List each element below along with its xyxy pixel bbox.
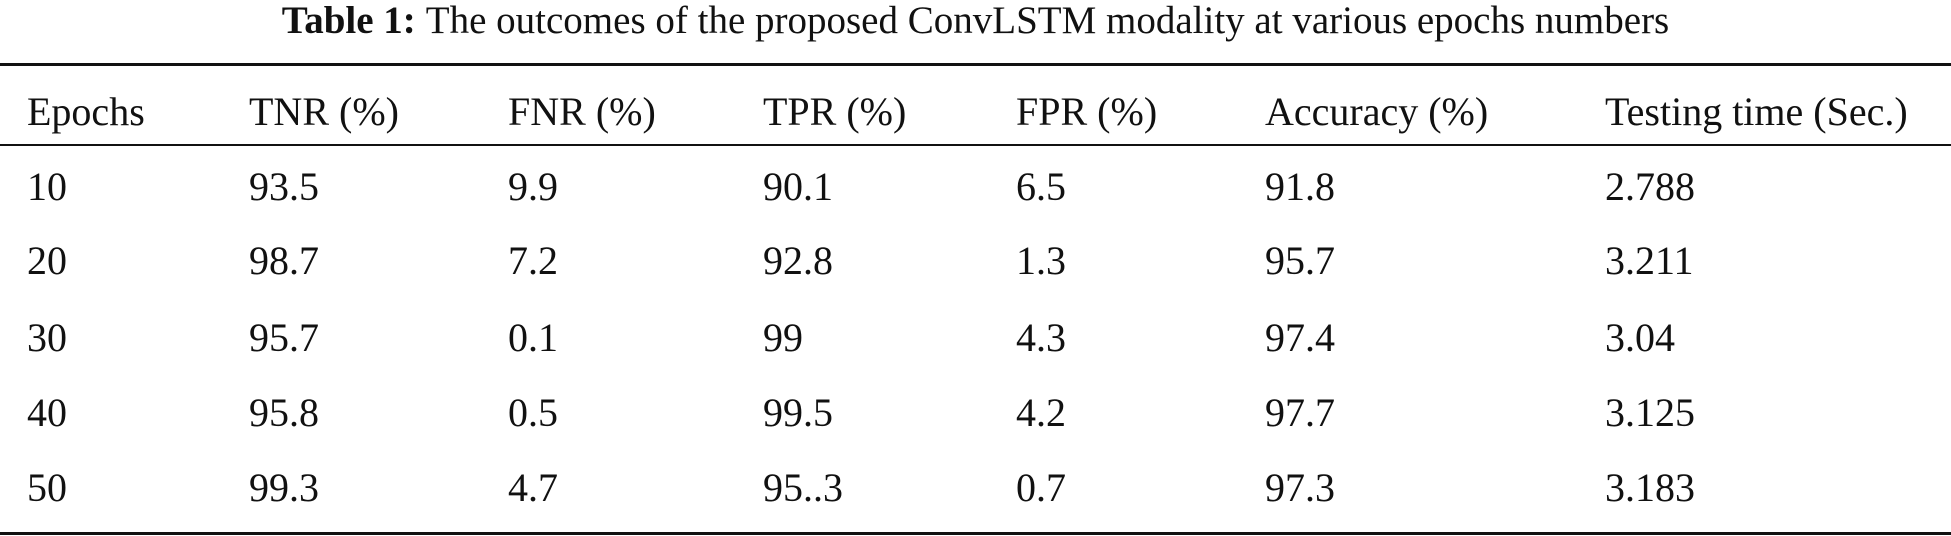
- caption-label: Table 1:: [281, 0, 416, 42]
- table-cell: 1.3: [1016, 238, 1066, 283]
- table-cell: 95.8: [249, 390, 319, 435]
- table-cell: 9.9: [508, 164, 558, 209]
- table-cell: 90.1: [763, 164, 833, 209]
- table-cell: 0.1: [508, 315, 558, 360]
- table-cell: 91.8: [1265, 164, 1335, 209]
- table-cell: 2.788: [1605, 164, 1695, 209]
- header-cell: Testing time (Sec.): [1605, 89, 1908, 134]
- table-cell: 4.2: [1016, 390, 1066, 435]
- table-cell: 93.5: [249, 164, 319, 209]
- table-cell: 98.7: [249, 238, 319, 283]
- header-rule: [0, 144, 1951, 146]
- bottom-rule: [0, 532, 1951, 535]
- table-caption: Table 1: The outcomes of the proposed Con…: [0, 0, 1951, 42]
- table-cell: 97.3: [1265, 465, 1335, 510]
- table-cell: 3.125: [1605, 390, 1695, 435]
- table-cell: 95.7: [249, 315, 319, 360]
- header-cell: Epochs: [27, 89, 145, 134]
- table-cell: 99: [763, 315, 803, 360]
- table-cell: 6.5: [1016, 164, 1066, 209]
- table-cell: 50: [27, 465, 67, 510]
- table-cell: 30: [27, 315, 67, 360]
- table-cell: 40: [27, 390, 67, 435]
- table-cell: 3.183: [1605, 465, 1695, 510]
- table-cell: 10: [27, 164, 67, 209]
- table-cell: 4.7: [508, 465, 558, 510]
- table-cell: 0.7: [1016, 465, 1066, 510]
- table-cell: 0.5: [508, 390, 558, 435]
- header-cell: TPR (%): [763, 89, 907, 134]
- table-cell: 4.3: [1016, 315, 1066, 360]
- table-cell: 3.211: [1605, 238, 1694, 283]
- table-cell: 97.7: [1265, 390, 1335, 435]
- table-cell: 97.4: [1265, 315, 1335, 360]
- table-cell: 95..3: [763, 465, 843, 510]
- table-cell: 99.3: [249, 465, 319, 510]
- table-cell: 99.5: [763, 390, 833, 435]
- table-cell: 92.8: [763, 238, 833, 283]
- caption-text: The outcomes of the proposed ConvLSTM mo…: [425, 0, 1670, 42]
- header-cell: TNR (%): [249, 89, 399, 134]
- header-cell: FNR (%): [508, 89, 656, 134]
- header-cell: FPR (%): [1016, 89, 1158, 134]
- top-rule: [0, 63, 1951, 66]
- table-cell: 3.04: [1605, 315, 1675, 360]
- table-cell: 95.7: [1265, 238, 1335, 283]
- header-cell: Accuracy (%): [1265, 89, 1489, 134]
- table-cell: 20: [27, 238, 67, 283]
- table-cell: 7.2: [508, 238, 558, 283]
